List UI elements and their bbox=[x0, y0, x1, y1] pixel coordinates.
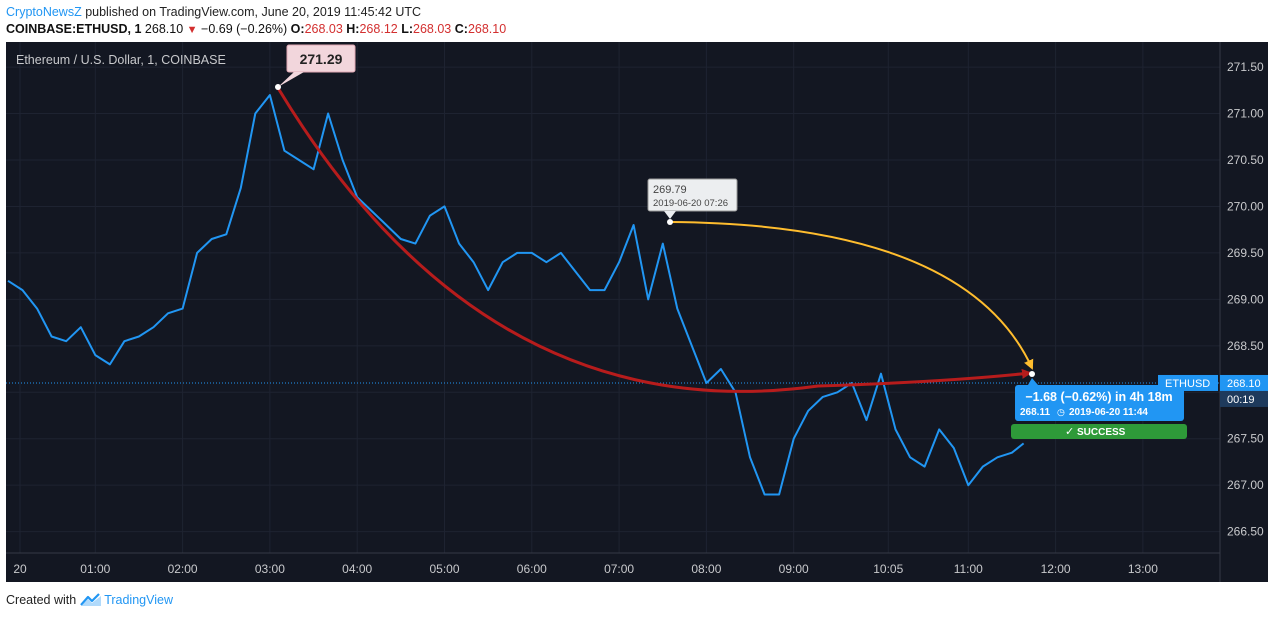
y-tick-label: 270.00 bbox=[1227, 199, 1264, 213]
down-triangle-icon: ▼ bbox=[186, 24, 198, 36]
x-tick-label: 13:00 bbox=[1128, 562, 1158, 576]
open-label: O: bbox=[290, 22, 305, 36]
price-series-line[interactable] bbox=[7, 94, 1025, 496]
y-tick-label: 266.50 bbox=[1227, 525, 1264, 539]
time-axis[interactable]: 20 01:00 02:00 03:00 04:00 05:00 06:00 07:00 08:… bbox=[13, 562, 1158, 576]
chart-symbol-title: Ethereum / U.S. Dollar, 1, COINBASE bbox=[16, 53, 226, 67]
x-tick-label: 03:00 bbox=[255, 562, 285, 576]
y-tick-label: 267.00 bbox=[1227, 478, 1264, 492]
high-callout: 271.29 bbox=[278, 44, 356, 87]
x-tick-label: 02:00 bbox=[168, 562, 198, 576]
publish-line: CryptoNewsZ published on TradingView.com… bbox=[6, 5, 421, 19]
y-tick-label: 269.50 bbox=[1227, 246, 1264, 260]
x-tick-label: 08:00 bbox=[691, 562, 721, 576]
point-callout-price: 269.79 bbox=[653, 184, 687, 196]
y-tick-label: 270.50 bbox=[1227, 153, 1264, 167]
x-tick-label: 20 bbox=[13, 562, 27, 576]
point-callout: 269.79 2019-06-20 07:26 bbox=[647, 178, 738, 219]
success-text: SUCCESS bbox=[1077, 427, 1126, 438]
measure-price: 268.11 bbox=[1020, 407, 1050, 418]
measure-text: −1.68 (−0.62%) in 4h 18m bbox=[1025, 390, 1172, 404]
measure-time: 2019-06-20 11:44 bbox=[1069, 407, 1148, 418]
price-change: −0.69 (−0.26%) bbox=[201, 22, 288, 36]
y-tick-label: 271.50 bbox=[1227, 60, 1264, 74]
price-chart[interactable]: 271.29 269.79 2019-06-20 07:26 −1.68 (−0… bbox=[6, 42, 1268, 582]
current-price-tag: ETHUSD 268.10 00:19 bbox=[1158, 374, 1268, 407]
x-tick-label: 04:00 bbox=[342, 562, 372, 576]
x-tick-label: 12:00 bbox=[1041, 562, 1071, 576]
x-tick-label: 11:00 bbox=[954, 562, 983, 576]
symbol-tag: ETHUSD bbox=[1165, 378, 1210, 390]
x-tick-label: 07:00 bbox=[604, 562, 634, 576]
publisher-link[interactable]: CryptoNewsZ bbox=[6, 5, 82, 19]
ohlc-line: COINBASE:ETHUSD, 1 268.10 ▼ −0.69 (−0.26… bbox=[6, 22, 506, 36]
high-callout-text: 271.29 bbox=[300, 51, 343, 67]
open-value: 268.03 bbox=[304, 22, 343, 36]
y-tick-label: 268.50 bbox=[1227, 339, 1264, 353]
measure-end-marker bbox=[1029, 371, 1035, 377]
measure-box: −1.68 (−0.62%) in 4h 18m 268.11 ◷ 2019-0… bbox=[1015, 378, 1184, 421]
annotation-point-marker bbox=[667, 219, 673, 225]
chart-background bbox=[6, 42, 1268, 582]
high-value: 268.12 bbox=[359, 22, 398, 36]
success-badge: ✓ SUCCESS bbox=[1011, 424, 1187, 439]
high-label: H: bbox=[346, 22, 360, 36]
low-label: L: bbox=[401, 22, 414, 36]
x-tick-label: 06:00 bbox=[517, 562, 547, 576]
y-tick-label: 271.00 bbox=[1227, 107, 1264, 121]
last-price: 268.10 bbox=[144, 22, 184, 36]
footer: Created with TradingView bbox=[6, 593, 173, 607]
created-with-label: Created with bbox=[6, 593, 77, 607]
x-tick-label: 09:00 bbox=[779, 562, 809, 576]
red-trend-arrow bbox=[276, 87, 1032, 393]
x-tick-label: 05:00 bbox=[429, 562, 459, 576]
tradingview-logo-icon bbox=[80, 593, 102, 606]
publish-text: published on TradingView.com, June 20, 2… bbox=[81, 5, 422, 19]
yellow-trend-arrow bbox=[669, 221, 1034, 370]
grid-lines bbox=[6, 42, 1220, 553]
close-value: 268.10 bbox=[467, 22, 507, 36]
check-icon: ✓ bbox=[1065, 425, 1074, 438]
close-label: C: bbox=[454, 22, 468, 36]
low-value: 268.03 bbox=[413, 22, 452, 36]
tradingview-link[interactable]: TradingView bbox=[104, 593, 173, 607]
y-tick-label: 267.50 bbox=[1227, 432, 1264, 446]
countdown-tag: 00:19 bbox=[1227, 394, 1255, 406]
point-callout-time: 2019-06-20 07:26 bbox=[653, 198, 728, 209]
y-tick-label: 269.00 bbox=[1227, 292, 1264, 306]
price-tag: 268.10 bbox=[1227, 378, 1261, 390]
symbol-label: COINBASE:ETHUSD, 1 bbox=[6, 22, 142, 36]
x-tick-label: 10:05 bbox=[873, 562, 903, 576]
clock-icon: ◷ bbox=[1057, 408, 1065, 418]
x-tick-label: 01:00 bbox=[80, 562, 110, 576]
